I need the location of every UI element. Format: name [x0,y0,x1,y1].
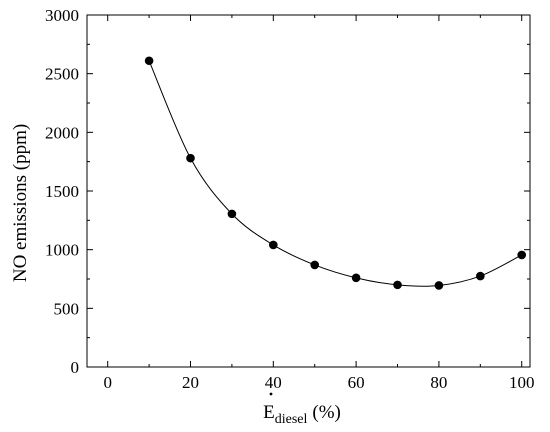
y-axis-ticks: 0 500 1000 1500 2000 2500 3000 [45,6,530,377]
x-axis-label-sub: diesel [275,412,308,427]
x-tick-label: 60 [348,373,365,392]
x-axis-label-dot [269,392,273,396]
data-point [476,271,485,281]
x-axis-ticks: 0 20 40 60 80 100 [103,15,534,392]
x-tick-label: 80 [430,373,447,392]
y-tick-label: 2000 [45,123,79,142]
data-points-layer [144,56,527,290]
data-point [144,56,154,66]
data-point [269,240,278,250]
data-point [351,273,361,283]
y-tick-label: 3000 [45,6,79,25]
data-point [227,209,237,219]
fit-curve [148,60,522,287]
y-tick-label: 1000 [45,241,79,260]
y-tick-label: 0 [71,358,80,377]
fit-curve-layer [148,60,522,287]
y-tick-label: 1500 [45,182,79,201]
x-axis-label: Ediesel (%) [263,402,341,427]
y-tick-label: 2500 [45,65,79,84]
x-tick-label: 20 [182,373,199,392]
data-point [517,250,527,260]
x-tick-label: 0 [103,373,112,392]
x-tick-label: 100 [509,373,535,392]
plot-border [86,14,531,368]
y-tick-label: 500 [54,299,80,318]
data-point [434,281,444,290]
x-axis-label-unit: (%) [312,402,340,423]
data-point [310,260,320,270]
data-point [393,280,402,290]
x-tick-label: 40 [265,373,282,392]
x-axis-label-base: E [263,402,275,423]
y-axis-label: NO emissions (ppm) [10,124,31,282]
data-point [186,153,195,163]
plot-frame [86,14,531,368]
